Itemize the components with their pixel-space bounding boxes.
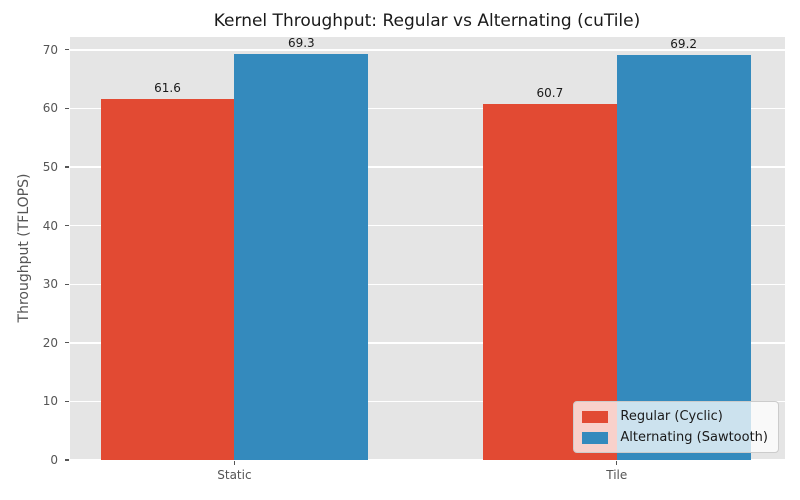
y-tick-label: 20 <box>42 335 58 350</box>
bar-static-regular <box>100 99 235 460</box>
bar-tile-regular <box>482 104 617 460</box>
legend-item: Regular (Cyclic) <box>582 409 768 424</box>
y-tick-label: 30 <box>42 277 58 292</box>
legend-item: Alternating (Sawtooth) <box>582 430 768 445</box>
legend-swatch <box>582 410 609 423</box>
y-tick-label: 10 <box>42 394 58 409</box>
gridline <box>70 107 785 110</box>
y-tick-label: 60 <box>42 101 58 116</box>
y-tick-mark <box>65 283 69 285</box>
y-tick-mark <box>65 49 69 51</box>
legend-swatch <box>582 431 609 444</box>
bar-static-alternating <box>234 53 369 460</box>
gridline <box>70 342 785 344</box>
chart-title: Kernel Throughput: Regular vs Alternatin… <box>213 11 641 31</box>
gridline <box>70 49 785 51</box>
legend-label: Alternating (Sawtooth) <box>620 430 768 445</box>
bar-value-label: 69.3 <box>287 37 315 50</box>
bar-value-label: 69.2 <box>670 37 698 51</box>
gridline <box>70 224 785 227</box>
y-tick-mark <box>65 166 69 168</box>
y-tick-mark <box>65 225 69 227</box>
x-tick-mark <box>616 461 618 465</box>
y-tick-label: 70 <box>42 42 58 57</box>
bar-value-label: 61.6 <box>154 81 181 96</box>
y-tick-label: 50 <box>42 160 58 175</box>
y-tick-mark <box>65 342 69 344</box>
legend: Regular (Cyclic) Alternating (Sawtooth) <box>573 401 779 453</box>
y-tick-mark <box>65 459 69 461</box>
y-tick-label: 40 <box>42 218 58 233</box>
gridline <box>70 166 785 168</box>
x-tick-label-static: Static <box>217 468 252 482</box>
x-tick-label-tile: Tile <box>606 468 628 482</box>
gridline <box>70 283 785 285</box>
legend-label: Regular (Cyclic) <box>620 409 723 424</box>
y-axis-label: Throughput (TFLOPS) <box>16 173 32 323</box>
bar-tile-alternating <box>616 54 751 460</box>
y-tick-mark <box>65 400 69 402</box>
gridline <box>70 459 785 460</box>
gridline <box>70 400 785 403</box>
bar-value-label: 60.7 <box>536 86 564 101</box>
plot-area: 61.6 60.7 69.3 69.2 <box>70 37 785 460</box>
y-tick-label: 0 <box>50 453 58 467</box>
x-tick-mark <box>233 461 235 465</box>
y-tick-mark <box>65 107 69 110</box>
